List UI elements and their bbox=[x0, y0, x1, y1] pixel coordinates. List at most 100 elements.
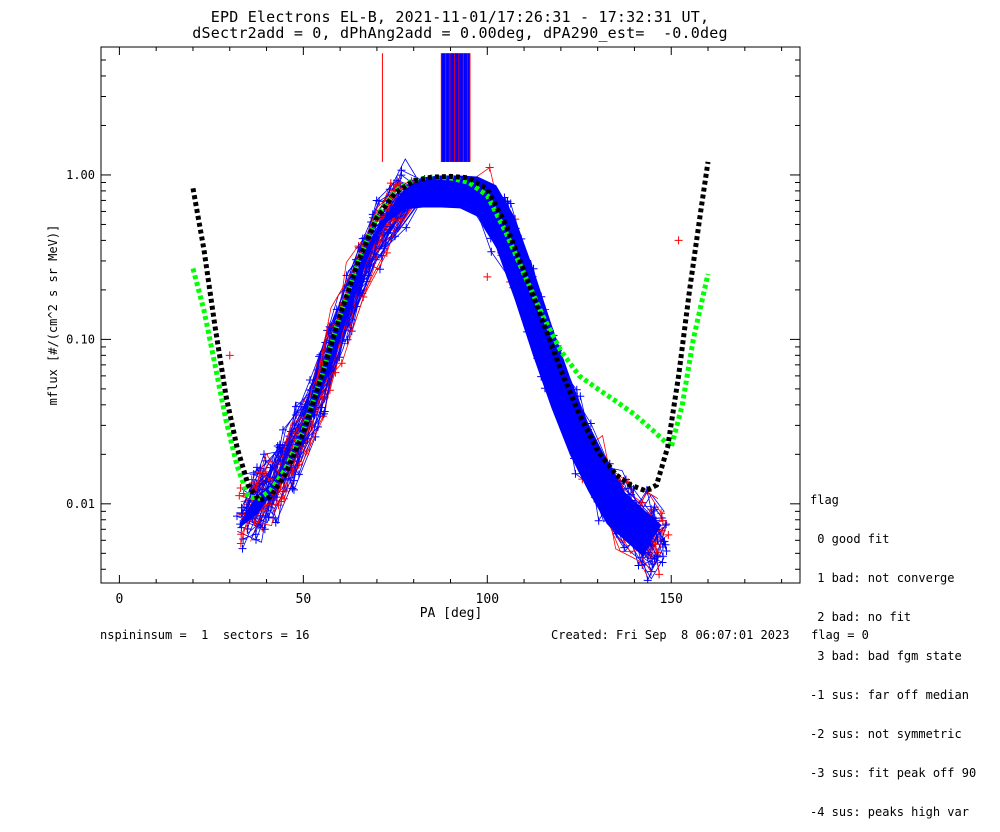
data-point-marker bbox=[506, 199, 515, 208]
data-point-marker bbox=[327, 323, 336, 332]
data-point-marker bbox=[279, 425, 288, 434]
data-point-marker bbox=[664, 530, 673, 539]
data-point-marker bbox=[237, 503, 246, 512]
legend-item-0: 0 good fit bbox=[810, 532, 890, 546]
data-point-marker bbox=[662, 547, 671, 556]
data-point-marker bbox=[648, 560, 657, 569]
data-point-marker bbox=[313, 422, 322, 431]
x-tick-label: 50 bbox=[296, 592, 312, 607]
median-band-line bbox=[240, 203, 646, 554]
data-point-marker bbox=[638, 560, 647, 569]
data-point-marker bbox=[643, 576, 652, 583]
data-point-marker bbox=[655, 570, 664, 579]
median-band-line bbox=[242, 197, 649, 549]
median-band-line bbox=[241, 201, 647, 552]
data-point-marker bbox=[359, 293, 368, 302]
spin-distribution-line bbox=[250, 185, 655, 566]
data-point-marker bbox=[402, 223, 411, 232]
legend-item-2: 2 bad: no fit bbox=[810, 610, 912, 624]
data-point-marker bbox=[576, 392, 585, 401]
data-point-marker bbox=[249, 478, 258, 487]
spin-distribution-line bbox=[237, 181, 665, 580]
footer-left: nspininsum = 1 sectors = 16 bbox=[100, 628, 310, 642]
data-point-marker bbox=[391, 180, 400, 189]
y-tick-label: 0.01 bbox=[66, 497, 95, 511]
data-point-marker bbox=[252, 535, 261, 544]
data-point-marker bbox=[660, 537, 669, 546]
median-band-line bbox=[243, 196, 649, 548]
footer-right: Created: Fri Sep 8 06:07:01 2023 flag = … bbox=[551, 628, 869, 642]
legend-item-7: -4 sus: peaks high var bbox=[810, 805, 969, 819]
data-point-marker bbox=[260, 525, 269, 534]
data-point-marker bbox=[238, 544, 247, 553]
spin-distribution-line bbox=[252, 184, 647, 548]
data-point-marker bbox=[658, 516, 667, 525]
x-tick-label: 100 bbox=[476, 592, 499, 607]
data-point-marker bbox=[487, 247, 496, 256]
data-point-marker bbox=[343, 335, 352, 344]
green-fit-curve bbox=[190, 174, 711, 501]
legend-item-1: 1 bad: not converge bbox=[810, 571, 955, 585]
spin-distribution-line bbox=[242, 166, 660, 575]
spin-distribution-line bbox=[252, 187, 654, 557]
data-point-marker bbox=[377, 251, 386, 260]
data-point-marker bbox=[235, 491, 244, 500]
data-point-marker bbox=[325, 386, 334, 395]
median-band-line bbox=[241, 200, 648, 552]
data-point-marker bbox=[237, 530, 246, 539]
data-point-marker bbox=[238, 509, 247, 518]
data-point-marker bbox=[620, 543, 629, 552]
data-point-marker bbox=[286, 427, 295, 436]
data-point-marker bbox=[674, 236, 683, 245]
data-point-marker bbox=[292, 411, 301, 420]
spin-distribution-line bbox=[240, 185, 663, 571]
legend-item-6: -3 sus: fit peak off 90 bbox=[810, 766, 977, 780]
data-point-marker bbox=[225, 351, 234, 360]
median-band-line bbox=[243, 196, 650, 547]
chart-title-line1: EPD Electrons EL-B, 2021-11-01/17:26:31 … bbox=[210, 8, 710, 26]
median-band-line bbox=[242, 199, 648, 551]
data-point-marker bbox=[372, 196, 381, 205]
data-point-marker bbox=[233, 512, 242, 521]
spin-distribution-line bbox=[249, 179, 655, 564]
data-point-marker bbox=[236, 539, 245, 548]
y-axis-label: mflux [#/(cm^2 s sr MeV)] bbox=[46, 225, 60, 406]
x-axis-label: PA [deg] bbox=[420, 606, 483, 621]
data-point-marker bbox=[288, 484, 297, 493]
spin-distribution-line bbox=[255, 183, 652, 559]
median-band-line bbox=[240, 202, 647, 553]
spin-distribution-line bbox=[252, 184, 652, 573]
chart-plot: 0 50 100 150 0.01 0.10 1.00 PA [deg] mflux [#/… bbox=[46, 46, 801, 621]
x-tick-label: 0 bbox=[115, 592, 123, 607]
data-point-marker bbox=[261, 456, 270, 465]
legend-title: flag bbox=[810, 493, 839, 507]
legend-item-4: -1 sus: far off median bbox=[810, 688, 969, 702]
data-point-marker bbox=[382, 248, 391, 257]
chart-title-line2: dSectr2add = 0, dPhAng2add = 0.00deg, dP… bbox=[192, 24, 728, 42]
data-point-marker bbox=[320, 407, 329, 416]
data-point-marker bbox=[266, 463, 275, 472]
data-point-marker bbox=[571, 469, 580, 478]
y-tick-label: 1.00 bbox=[66, 168, 95, 182]
data-point-marker bbox=[658, 558, 667, 567]
data-point-marker bbox=[594, 516, 603, 525]
data-point-marker bbox=[258, 479, 267, 488]
data-point-marker bbox=[483, 272, 492, 281]
data-point-marker bbox=[289, 485, 298, 494]
median-band-line bbox=[242, 198, 648, 550]
median-band-line bbox=[239, 204, 646, 555]
data-point-marker bbox=[397, 166, 406, 175]
data-point-marker bbox=[653, 552, 662, 561]
data-point-marker bbox=[662, 520, 671, 529]
data-point-marker bbox=[658, 526, 667, 535]
data-point-marker bbox=[249, 470, 258, 479]
data-point-marker bbox=[255, 468, 264, 477]
data-point-marker bbox=[634, 561, 643, 570]
data-point-marker bbox=[271, 518, 280, 527]
data-point-marker bbox=[485, 163, 494, 172]
data-point-marker bbox=[337, 359, 346, 368]
data-point-marker bbox=[305, 375, 314, 384]
y-tick-label: 0.10 bbox=[66, 332, 95, 346]
x-tick-label: 150 bbox=[659, 592, 682, 607]
flag-legend: flag 0 good fit 1 bad: not converge 2 ba… bbox=[810, 468, 976, 832]
